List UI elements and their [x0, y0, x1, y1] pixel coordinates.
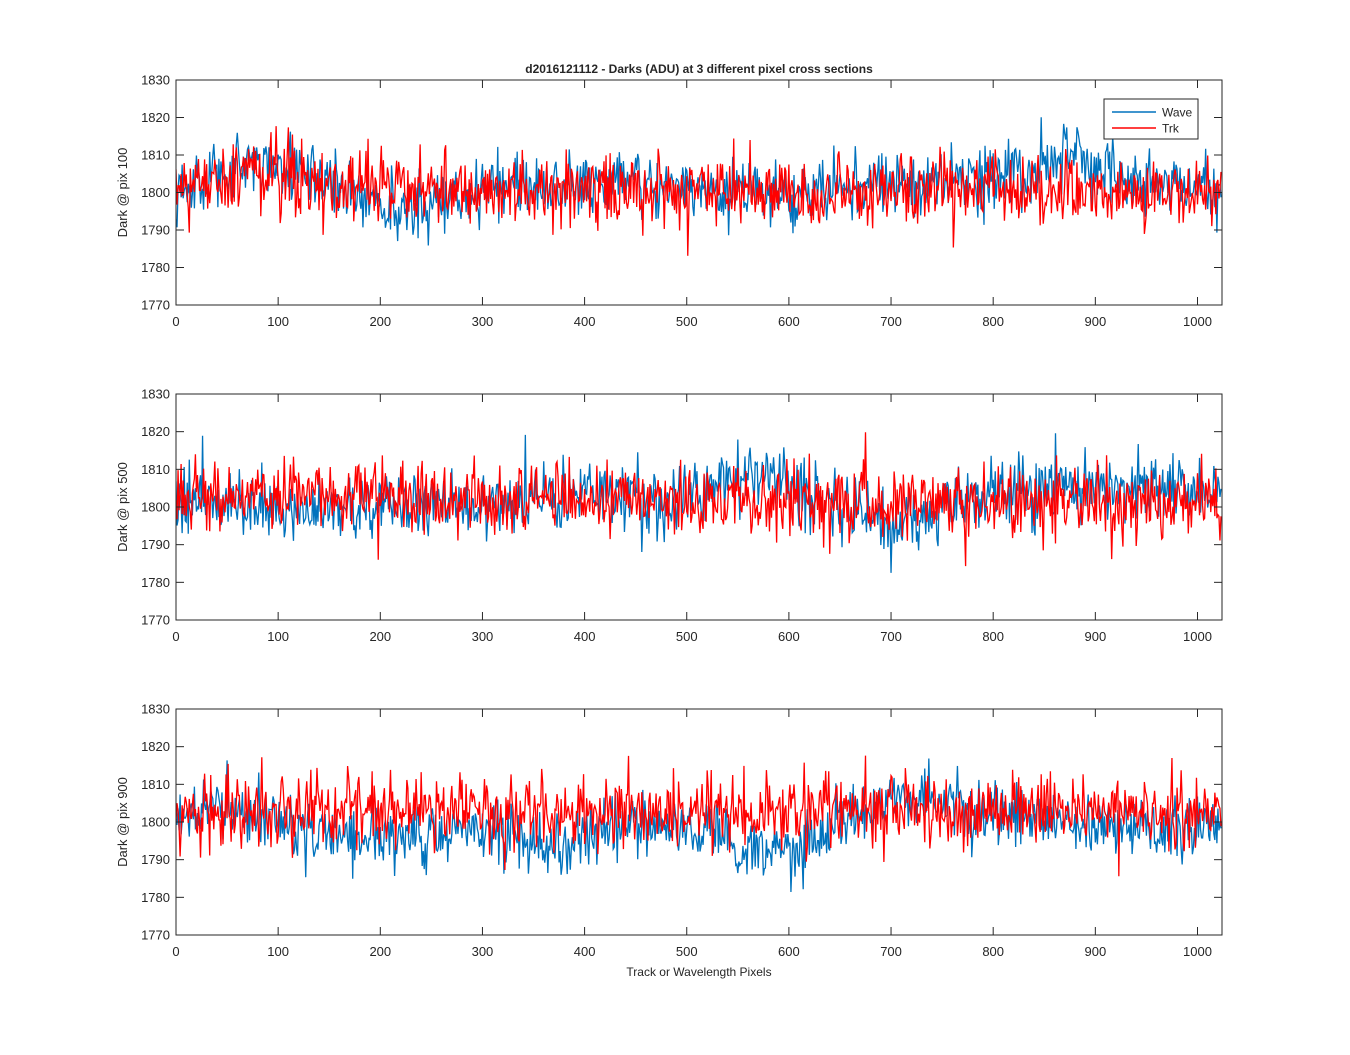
x-tick-label: 600	[778, 629, 800, 644]
x-tick-label: 1000	[1183, 314, 1212, 329]
x-tick-label: 900	[1084, 629, 1106, 644]
x-tick-label: 700	[880, 629, 902, 644]
x-tick-label: 300	[472, 629, 494, 644]
legend: Wave Trk	[1103, 98, 1199, 140]
x-tick-label: 900	[1084, 314, 1106, 329]
y-tick-label: 1780	[141, 260, 170, 275]
y-tick-label: 1820	[141, 739, 170, 754]
y-tick-label: 1800	[141, 500, 170, 515]
x-tick-label: 100	[267, 314, 289, 329]
legend-label-wave: Wave	[1162, 106, 1193, 120]
y-axis-label-panel-2: Dark @ pix 500	[115, 462, 130, 552]
x-tick-label: 400	[574, 314, 596, 329]
y-tick-label: 1820	[141, 424, 170, 439]
series-line-trk-panel-1	[176, 126, 1222, 256]
x-tick-label: 200	[369, 629, 391, 644]
x-tick-label: 0	[172, 629, 179, 644]
y-axis-label-panel-1: Dark @ pix 100	[115, 148, 130, 238]
y-tick-label: 1780	[141, 575, 170, 590]
y-tick-label: 1830	[141, 73, 170, 88]
x-tick-label: 400	[574, 629, 596, 644]
x-tick-label: 600	[778, 314, 800, 329]
x-tick-label: 1000	[1183, 944, 1212, 959]
y-tick-label: 1830	[141, 387, 170, 402]
x-tick-label: 700	[880, 314, 902, 329]
x-tick-label: 800	[982, 944, 1004, 959]
legend-label-trk: Trk	[1162, 122, 1180, 136]
y-tick-label: 1820	[141, 110, 170, 125]
x-tick-label: 300	[472, 944, 494, 959]
y-tick-label: 1810	[141, 462, 170, 477]
y-tick-label: 1770	[141, 298, 170, 313]
series-line-trk-panel-2	[176, 432, 1222, 567]
panels: 0 100 200 300 400 500 600 700 800 900 100017701780…	[115, 73, 1223, 959]
figure-title: d2016121112 - Darks (ADU) at 3 different…	[525, 62, 873, 76]
y-tick-label: 1790	[141, 852, 170, 867]
x-axis-label: Track or Wavelength Pixels	[626, 965, 771, 979]
panel-2: 0 100 200 300 400 500 600 700 800 900 1000 1770 1780…	[115, 387, 1223, 644]
y-tick-label: 1810	[141, 777, 170, 792]
y-tick-label: 1790	[141, 223, 170, 238]
series-line-trk-panel-3	[176, 755, 1222, 877]
x-tick-label: 600	[778, 944, 800, 959]
y-tick-label: 1790	[141, 537, 170, 552]
y-tick-label: 1770	[141, 613, 170, 628]
series-line-wave-panel-3	[176, 758, 1222, 893]
x-tick-label: 500	[676, 314, 698, 329]
x-tick-label: 200	[369, 944, 391, 959]
y-tick-label: 1780	[141, 890, 170, 905]
y-axis-label-panel-3: Dark @ pix 900	[115, 777, 130, 867]
y-tick-label: 1770	[141, 928, 170, 943]
y-tick-label: 1830	[141, 702, 170, 717]
x-tick-label: 400	[574, 944, 596, 959]
panel-1: 0 100 200 300 400 500 600 700 800 900 1000 1770 1780…	[115, 73, 1223, 329]
series-line-wave-panel-2	[176, 433, 1222, 573]
x-tick-label: 100	[267, 944, 289, 959]
x-tick-label: 500	[676, 944, 698, 959]
x-tick-label: 300	[472, 314, 494, 329]
x-tick-label: 800	[982, 314, 1004, 329]
x-tick-label: 0	[172, 314, 179, 329]
x-tick-label: 200	[369, 314, 391, 329]
y-tick-label: 1800	[141, 815, 170, 830]
x-tick-label: 500	[676, 629, 698, 644]
x-tick-label: 100	[267, 629, 289, 644]
legend-box	[1103, 98, 1199, 140]
y-tick-label: 1810	[141, 148, 170, 163]
x-tick-label: 1000	[1183, 629, 1212, 644]
x-tick-label: 0	[172, 944, 179, 959]
panel-3: 0 100 200 300 400 500 600 700 800 900 1000 1770 1780…	[115, 702, 1223, 959]
x-tick-label: 900	[1084, 944, 1106, 959]
x-tick-label: 700	[880, 944, 902, 959]
y-tick-label: 1800	[141, 185, 170, 200]
x-tick-label: 800	[982, 629, 1004, 644]
